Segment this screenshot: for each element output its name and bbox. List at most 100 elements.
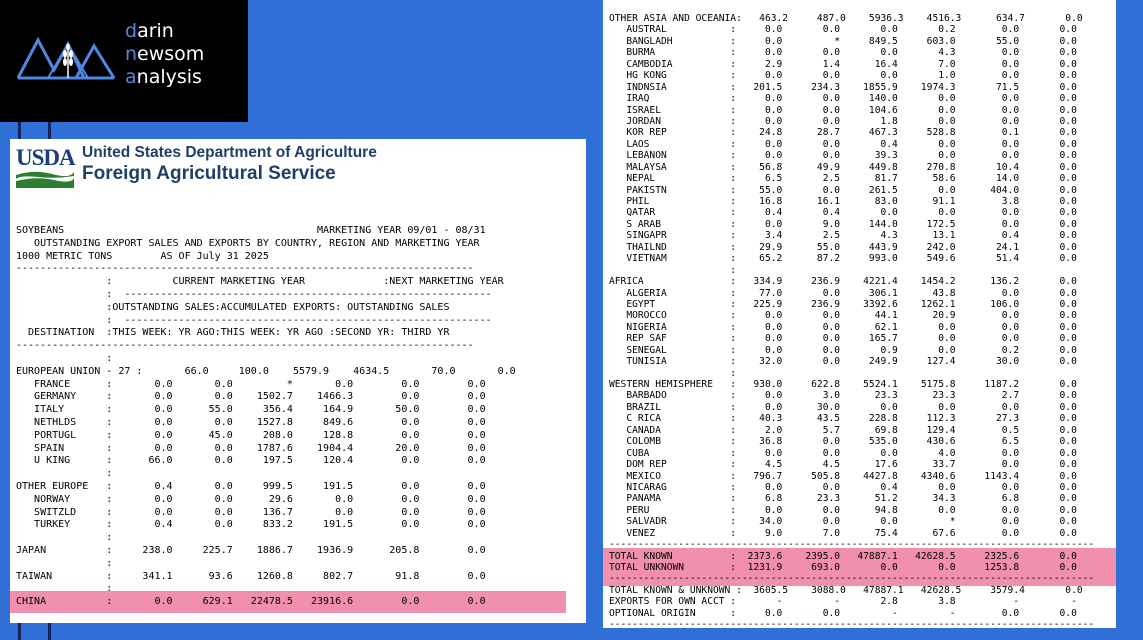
table-row: ALGERIA : 77.0 0.0 306.1 43.8 0.0 0.0 [609, 287, 1077, 299]
table-row: OTHER ASIA AND OCEANIA: 463.2 487.0 5936… [609, 13, 1083, 24]
table-row: PERU : 0.0 0.0 94.8 0.0 0.0 0.0 [609, 504, 1077, 516]
table-row: SPAIN : 0.0 0.0 1787.6 1904.4 20.0 0.0 [16, 442, 486, 454]
table-row: EGYPT : 225.9 236.9 3392.6 1262.1 106.0 … [609, 298, 1077, 310]
table-row: NORWAY : 0.0 0.0 29.6 0.0 0.0 0.0 [16, 493, 486, 505]
logo-wordmark: darin newsom analysis [125, 20, 204, 89]
table-row: CANADA : 2.0 5.7 69.8 129.4 0.5 0.0 [609, 424, 1077, 436]
table-row: OPTIONAL ORIGIN : 0.0 0.0 - - 0.0 0.0 [609, 607, 1077, 619]
right-report-text: OTHER ASIA AND OCEANIA: 463.2 487.0 5936… [609, 13, 1094, 628]
table-row: BRAZIL : 0.0 30.0 0.0 0.0 0.0 0.0 [609, 401, 1077, 413]
darin-newsom-logo: darin newsom analysis [0, 0, 248, 122]
report-header-line: SOYBEANS MARKETING YEAR 09/01 - 08/31 [16, 225, 486, 236]
table-row: U KING : 66.0 0.0 197.5 120.4 0.0 0.0 [16, 455, 486, 467]
department-name: United States Department of Agriculture [82, 144, 377, 161]
report-header-line: :OUTSTANDING SALES:ACCUMULATED EXPORTS: … [16, 301, 450, 313]
right-report-panel: OTHER ASIA AND OCEANIA: 463.2 487.0 5936… [603, 0, 1116, 628]
table-row: C RICA : 40.3 43.5 228.8 112.3 27.3 0.0 [609, 413, 1077, 425]
table-row: TURKEY : 0.4 0.0 833.2 191.5 0.0 0.0 [16, 519, 486, 531]
table-row: LAOS : 0.0 0.0 0.4 0.0 0.0 0.0 [609, 138, 1077, 150]
table-row: THAILND : 29.9 55.0 443.9 242.0 24.1 0.0 [609, 241, 1077, 253]
logo-text: nalysis [136, 66, 202, 88]
table-row: : [609, 367, 737, 379]
table-row: SWITZLD : 0.0 0.0 136.7 0.0 0.0 0.0 [16, 506, 486, 518]
table-row: : [609, 264, 737, 276]
table-row: QATAR : 0.4 0.4 0.0 0.0 0.0 0.0 [609, 207, 1077, 219]
usda-wave-logo [16, 171, 74, 188]
table-row: COLOMB : 36.8 0.0 535.0 430.6 6.5 0.0 [609, 436, 1077, 448]
agency-name: United States Department of Agriculture … [82, 144, 377, 186]
table-row: HG KONG : 0.0 0.0 0.0 1.0 0.0 0.0 [609, 70, 1077, 82]
table-row: NIGERIA : 0.0 0.0 62.1 0.0 0.0 0.0 [609, 321, 1077, 333]
table-row: BANGLADH : 0.0 * 849.5 603.0 55.0 0.0 [609, 35, 1077, 47]
table-row: IRAQ : 0.0 0.0 140.0 0.0 0.0 0.0 [609, 93, 1077, 105]
table-row: EUROPEAN UNION - 27 : 66.0 100.0 5579.9 … [16, 365, 516, 377]
table-row: DOM REP : 4.5 4.5 17.6 33.7 0.0 0.0 [609, 459, 1077, 471]
table-row: S ARAB : 0.0 9.0 144.0 172.5 0.0 0.0 [609, 218, 1077, 230]
table-row: BARBADO : 0.0 3.0 23.3 23.3 2.7 0.0 [609, 390, 1077, 402]
table-row: AUSTRAL : 0.0 0.0 0.0 0.2 0.0 0.0 [609, 24, 1077, 36]
table-row: GERMANY : 0.0 0.0 1502.7 1466.3 0.0 0.0 [16, 391, 486, 403]
table-row: WESTERN HEMISPHERE : 930.0 622.8 5524.1 … [609, 379, 1077, 390]
table-row: CUBA : 0.0 0.0 0.0 4.0 0.0 0.0 [609, 447, 1077, 459]
table-row: NICARAG : 0.0 0.0 0.4 0.0 0.0 0.0 [609, 481, 1077, 493]
report-header-line: : --------------------------------------… [16, 314, 492, 326]
table-row: TOTAL KNOWN & UNKNOWN : 3605.5 3088.0 47… [609, 584, 1083, 596]
table-row: BURMA : 0.0 0.0 0.0 4.3 0.0 0.0 [609, 47, 1077, 59]
table-row: PHIL : 16.8 16.1 83.0 91.1 3.8 0.0 [609, 196, 1077, 207]
logo-text: arin [137, 20, 174, 42]
table-row: JORDAN : 0.0 0.0 1.8 0.0 0.0 0.0 [609, 115, 1077, 127]
table-row: AFRICA : 334.9 236.9 4221.4 1454.2 136.2… [609, 276, 1077, 288]
table-row: SENEGAL : 0.0 0.0 0.9 0.0 0.2 0.0 [609, 344, 1077, 356]
table-row: CAMBODIA : 2.9 1.4 16.4 7.0 0.0 0.0 [609, 58, 1077, 70]
table-row: NETHLDS : 0.0 0.0 1527.8 849.6 0.0 0.0 [16, 416, 486, 428]
totals-highlight [603, 548, 1116, 586]
table-row: FRANCE : 0.0 0.0 * 0.0 0.0 0.0 [16, 378, 486, 390]
report-header-line: OUTSTANDING EXPORT SALES AND EXPORTS BY … [16, 237, 480, 249]
usda-acronym: USDA [16, 145, 76, 170]
table-row: MEXICO : 796.7 505.8 4427.8 4340.6 1143.… [609, 470, 1077, 482]
table-row: KOR REP : 24.8 28.7 467.3 528.8 0.1 0.0 [609, 127, 1077, 139]
table-row: : [16, 468, 113, 480]
table-row: PANAMA : 6.8 23.3 51.2 34.3 6.8 0.0 [609, 493, 1077, 505]
report-header-line: ----------------------------------------… [16, 263, 474, 275]
table-row: ----------------------------------------… [609, 619, 1095, 628]
table-row: MALAYSA : 56.8 49.9 449.8 270.8 10.4 0.0 [609, 161, 1077, 173]
logo-letter: a [125, 66, 137, 88]
report-header-line: DESTINATION :THIS WEEK: YR AGO:THIS WEEK… [16, 327, 450, 339]
table-row: : [16, 583, 113, 595]
table-row: SALVADR : 34.0 0.0 0.0 * 0.0 0.0 [609, 516, 1077, 528]
table-row: PAKISTN : 55.0 0.0 261.5 0.0 404.0 0.0 [609, 184, 1077, 196]
table-row: MOROCCO : 0.0 0.0 44.1 20.9 0.0 0.0 [609, 310, 1077, 322]
table-row: PORTUGL : 0.0 45.0 208.0 128.8 0.0 0.0 [16, 429, 486, 441]
table-row: SINGAPR : 3.4 2.5 4.3 13.1 0.4 0.0 [609, 230, 1077, 242]
table-row: VENEZ : 9.0 7.0 75.4 67.6 0.0 0.0 [609, 527, 1077, 539]
table-row: EXPORTS FOR OWN ACCT : - - 2.8 3.8 - - [609, 596, 1077, 608]
table-row: ISRAEL : 0.0 0.0 104.6 0.0 0.0 0.0 [609, 104, 1077, 116]
table-row: NEPAL : 6.5 2.5 81.7 58.6 14.0 0.0 [609, 173, 1077, 185]
table-row: TAIWAN : 341.1 93.6 1260.8 802.7 91.8 0.… [16, 570, 486, 582]
logo-letter: n [125, 43, 138, 65]
table-row: ----------------------------------------… [609, 573, 1095, 585]
table-row: OTHER EUROPE : 0.4 0.0 999.5 191.5 0.0 0… [16, 480, 486, 492]
report-header-line: ----------------------------------------… [16, 340, 474, 352]
table-row: LEBANON : 0.0 0.0 39.3 0.0 0.0 0.0 [609, 150, 1077, 162]
report-header-line: 1000 METRIC TONS AS OF July 31 2025 [16, 250, 269, 262]
usda-header: USDA United States Department of Agricul… [16, 144, 576, 188]
table-row: : [16, 557, 113, 569]
logo-text: ewsom [137, 43, 205, 65]
service-name: Foreign Agricultural Service [82, 163, 336, 184]
table-row: : [16, 532, 113, 544]
table-row: TOTAL UNKNOWN : 1231.9 693.0 0.0 0.0 125… [609, 562, 1077, 573]
table-row: TOTAL KNOWN : 2373.6 2395.0 47887.1 4262… [609, 550, 1077, 562]
report-header-line: : --------------------------------------… [16, 288, 492, 300]
table-row: REP SAF : 0.0 0.0 165.7 0.0 0.0 0.0 [609, 333, 1077, 345]
left-report-panel: USDA United States Department of Agricul… [10, 139, 586, 623]
table-row: ITALY : 0.0 55.0 356.4 164.9 50.0 0.0 [16, 404, 486, 416]
report-header-line: : CURRENT MARKETING YEAR :NEXT MARKETING… [16, 276, 504, 288]
table-row: INDNSIA : 201.5 234.3 1855.9 1974.3 71.5… [609, 81, 1077, 93]
table-row: CHINA : 0.0 629.1 22478.5 23916.6 0.0 0.… [16, 596, 486, 608]
table-row: ----------------------------------------… [609, 539, 1095, 551]
left-report-text: SOYBEANS MARKETING YEAR 09/01 - 08/31 OU… [16, 225, 516, 609]
mountain-wheat-icon [16, 36, 116, 80]
table-row: VIETNAM : 65.2 87.2 993.0 549.6 51.4 0.0 [609, 253, 1077, 265]
